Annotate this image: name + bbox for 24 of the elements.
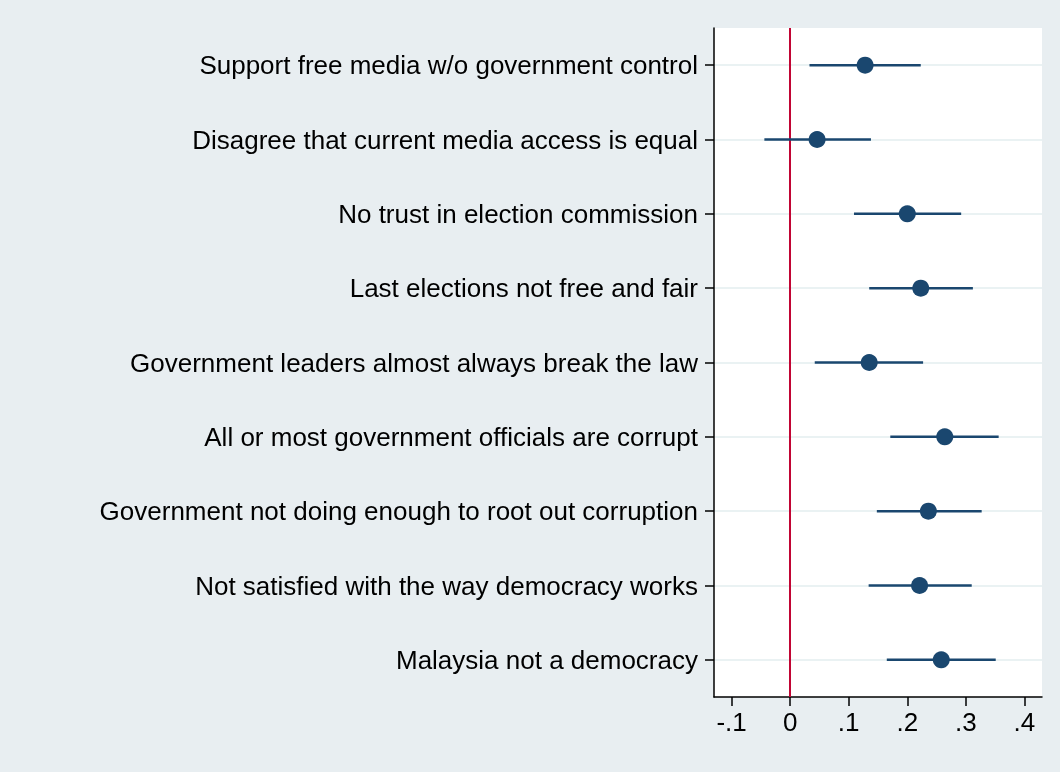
point bbox=[936, 428, 954, 446]
point bbox=[912, 279, 930, 297]
x-tick-label: .2 bbox=[896, 707, 919, 737]
y-tick-label: No trust in election commission bbox=[338, 198, 698, 229]
y-tick-label: Government leaders almost always break the law bbox=[130, 347, 699, 378]
point bbox=[808, 131, 826, 148]
x-tick-label: 0 bbox=[782, 707, 798, 737]
x-tick-label: .4 bbox=[1013, 707, 1036, 737]
point bbox=[919, 502, 937, 520]
y-tick-label: Disagree that current media access is equal bbox=[192, 124, 698, 155]
point bbox=[911, 577, 929, 594]
y-tick-label: Malaysia not a democracy bbox=[395, 644, 698, 675]
y-tick-label: Last elections not free and fair bbox=[349, 273, 699, 304]
x-tick-label: .1 bbox=[837, 707, 860, 737]
point bbox=[856, 56, 874, 74]
point bbox=[932, 651, 950, 669]
y-tick-label: Government not doing enough to root out corruption bbox=[99, 496, 698, 527]
point bbox=[860, 354, 878, 371]
x-tick-label: -.1 bbox=[716, 707, 747, 737]
x-tick-label: .3 bbox=[955, 707, 977, 737]
y-tick-label: All or most government officials are corrupt bbox=[204, 421, 699, 452]
y-tick-label: Not satisfied with the way democracy works bbox=[195, 570, 698, 601]
point bbox=[898, 205, 916, 223]
y-tick-label: Support free media w/o government control bbox=[199, 50, 698, 81]
